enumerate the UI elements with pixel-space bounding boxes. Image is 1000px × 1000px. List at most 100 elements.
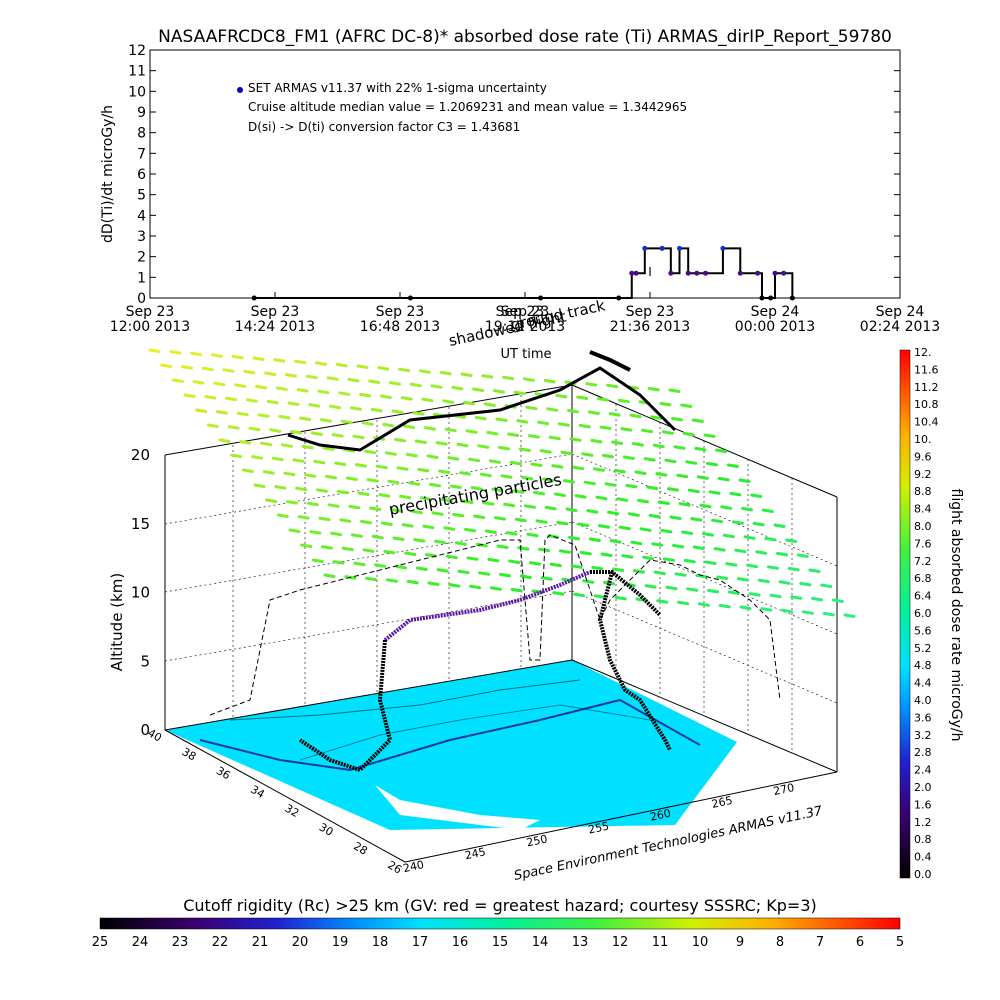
particle-dash — [570, 564, 583, 569]
vertical-colorbar-tick-label: 6.4 — [914, 590, 932, 603]
particle-dash — [707, 588, 720, 594]
horizontal-colorbar-tick-label: 6 — [856, 935, 864, 950]
particle-dash — [348, 504, 361, 510]
particle-dash — [304, 473, 317, 478]
longitude-tick-label: 255 — [587, 820, 610, 837]
vertical-colorbar-tick-label: 8.4 — [914, 503, 932, 516]
particle-dash — [447, 456, 460, 461]
particle-dash — [549, 562, 562, 568]
particle-dash — [250, 455, 263, 460]
precipitating-particles-label: precipitating particles — [387, 470, 563, 519]
particle-dash — [620, 427, 633, 432]
particle-dash — [593, 594, 606, 599]
particle-dash — [294, 359, 307, 365]
particle-dash — [454, 541, 467, 546]
altitude-tick-label: 20 — [131, 446, 150, 464]
altitude-axis-label: Altitude (km) — [108, 573, 126, 671]
particle-dash — [297, 515, 310, 520]
particle-dash — [192, 380, 205, 385]
particle-dash — [169, 350, 182, 355]
particle-dash — [581, 452, 594, 457]
particle-dash — [213, 381, 226, 387]
vertical-colorbar-tick-label: 12. — [914, 346, 932, 359]
particle-dash — [717, 476, 730, 482]
particle-dash — [426, 454, 439, 459]
top-y-tick-label: 5 — [137, 188, 146, 204]
top-data-point — [685, 270, 691, 276]
particle-dash — [752, 521, 765, 527]
particle-dash — [401, 523, 414, 528]
precipitating-particle-field — [148, 348, 856, 618]
particle-dash — [578, 423, 591, 429]
particle-dash — [546, 407, 559, 412]
particle-dash — [335, 362, 348, 368]
particle-dash — [820, 583, 833, 588]
particle-dash — [637, 498, 650, 504]
horizontal-colorbar-tick-label: 20 — [292, 935, 309, 950]
latitude-tick-label: 30 — [317, 821, 336, 839]
particle-dash — [778, 580, 791, 585]
horizontal-colorbar-tick-label: 8 — [776, 935, 784, 950]
particle-dash — [396, 466, 409, 471]
particle-dash — [378, 493, 391, 498]
particle-dash — [613, 468, 626, 474]
particle-dash — [264, 371, 277, 376]
particle-dash — [370, 407, 383, 413]
particle-dash — [290, 429, 303, 435]
particle-dash — [288, 528, 301, 533]
particle-dash — [544, 505, 557, 511]
top-x-tick-day: Sep 23 — [501, 304, 550, 320]
particle-dash — [685, 460, 698, 465]
particle-dash — [602, 453, 615, 459]
particle-dash — [382, 422, 395, 428]
particle-dash — [309, 530, 322, 535]
particle-dash — [516, 419, 529, 424]
overlay-label-date: Sep 23 — [496, 304, 545, 320]
particle-dash — [498, 445, 511, 451]
vertical-colorbar-tick-label: 8.8 — [914, 485, 932, 498]
particle-dash — [773, 523, 786, 528]
particle-dash — [706, 461, 719, 467]
particle-dash — [708, 490, 721, 495]
particle-dash — [276, 513, 289, 518]
particle-dash — [657, 500, 670, 505]
particle-dash — [521, 475, 534, 481]
particle-dash — [629, 413, 642, 419]
particle-dash — [574, 494, 587, 499]
top-y-tick-label: 4 — [137, 208, 146, 224]
particle-dash — [330, 531, 343, 537]
particle-dash — [510, 587, 523, 593]
particle-dash — [722, 533, 735, 539]
particle-dash — [389, 508, 402, 513]
top-x-tick-time: 02:24 2013 — [860, 319, 940, 335]
particle-dash — [474, 415, 487, 421]
particle-dash — [552, 591, 565, 596]
particle-dash — [445, 554, 458, 560]
particle-dash — [656, 599, 669, 604]
top-x-tick-time: 21:36 2013 — [610, 319, 690, 335]
particle-dash — [808, 568, 821, 573]
particle-dash — [148, 348, 161, 353]
particle-dash — [262, 470, 275, 475]
top-y-tick-label: 9 — [137, 105, 146, 121]
altitude-profile-shadow — [209, 534, 781, 716]
vertical-colorbar — [899, 349, 911, 879]
particle-dash — [257, 413, 270, 418]
particle-dash — [508, 559, 521, 564]
particle-dash — [585, 382, 598, 387]
particle-dash — [625, 483, 638, 489]
top-data-point — [755, 270, 761, 276]
particle-dash — [473, 514, 486, 519]
particle-dash — [354, 463, 367, 468]
particle-dash — [201, 366, 214, 372]
particle-dash — [385, 578, 398, 583]
particle-dash — [635, 597, 648, 602]
particle-dash — [421, 397, 434, 403]
particle-dash — [318, 516, 331, 522]
particle-dash — [295, 486, 308, 492]
particle-dash — [738, 478, 751, 483]
flight-track-3d — [287, 350, 677, 773]
particle-dash — [525, 405, 538, 411]
top-y-tick-label: 12 — [128, 43, 146, 59]
